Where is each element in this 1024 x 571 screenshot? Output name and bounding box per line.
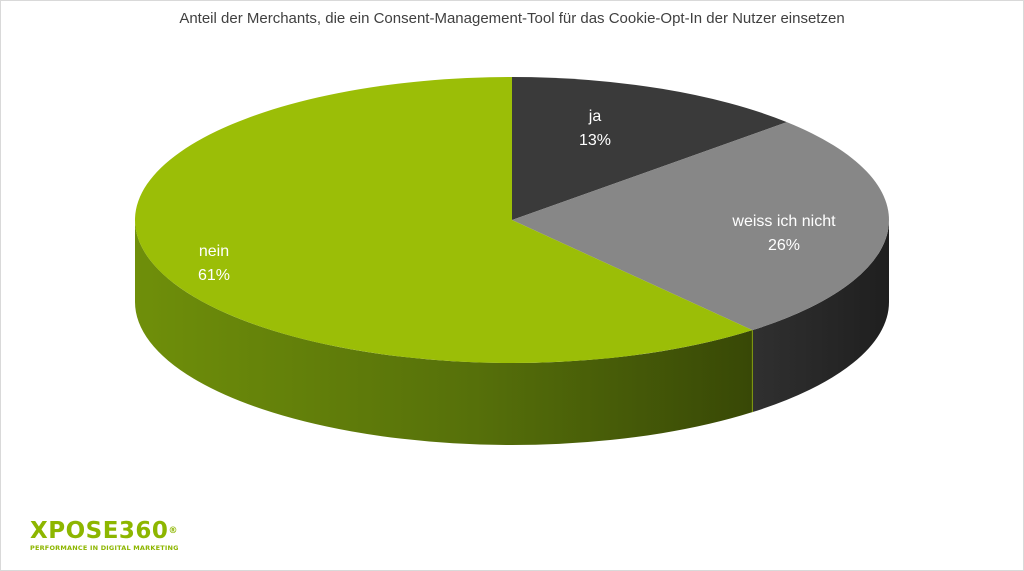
logo-registered-mark: ® bbox=[168, 526, 178, 536]
pie-sides bbox=[135, 220, 889, 445]
pie-tops bbox=[134, 77, 889, 363]
chart-title: Anteil der Merchants, die ein Consent-Ma… bbox=[179, 10, 845, 27]
slice-value-nein: 61% bbox=[198, 267, 230, 284]
slice-label-ja: ja bbox=[588, 108, 602, 125]
pie-slice-ja bbox=[512, 77, 787, 220]
logo-tagline: PERFORMANCE IN DIGITAL MARKETING bbox=[30, 544, 179, 552]
pie-slice-nein bbox=[134, 77, 753, 363]
logo-text: XPOSE360 bbox=[30, 518, 169, 544]
slice-label-weiss-ich-nicht: weiss ich nicht bbox=[731, 213, 836, 230]
pie-slice-weiss-ich-nicht bbox=[512, 122, 889, 331]
slice-label-nein: nein bbox=[199, 243, 229, 260]
pie-side-nein bbox=[135, 220, 753, 445]
slice-value-weiss-ich-nicht: 26% bbox=[768, 237, 800, 254]
pie-labels: ja 13% weiss ich nicht 26% nein 61% bbox=[198, 108, 836, 284]
logo-wordmark: XPOSE360® bbox=[30, 520, 179, 543]
xpose360-logo: XPOSE360® PERFORMANCE IN DIGITAL MARKETI… bbox=[30, 520, 179, 553]
slice-value-ja: 13% bbox=[579, 132, 611, 149]
pie-side-weiss-ich-nicht bbox=[752, 220, 889, 413]
